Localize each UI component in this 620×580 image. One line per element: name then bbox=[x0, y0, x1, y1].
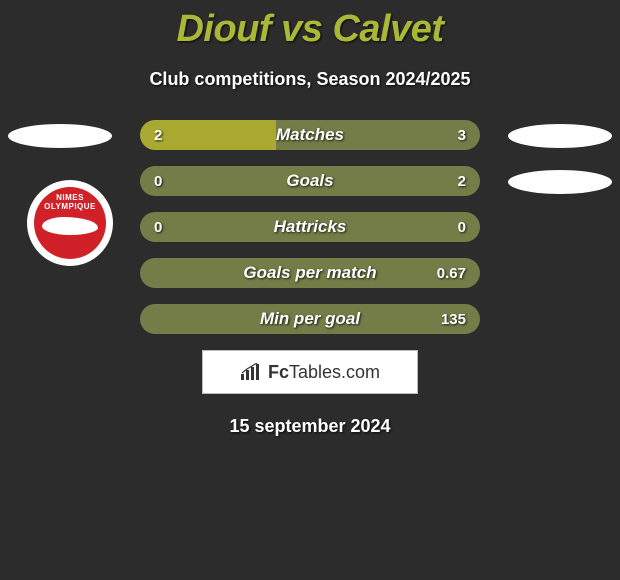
stat-bar-label: Min per goal bbox=[140, 304, 480, 334]
bar-chart-icon bbox=[240, 363, 262, 381]
crocodile-icon bbox=[42, 217, 98, 235]
infographic-container: Diouf vs Calvet Club competitions, Seaso… bbox=[0, 0, 620, 580]
player-right-placeholder bbox=[508, 124, 612, 148]
club-badge: NIMES OLYMPIQUE bbox=[27, 180, 113, 266]
stat-value-left: 0 bbox=[154, 166, 162, 196]
logo-text: FcTables.com bbox=[268, 362, 380, 383]
stat-bar-row: Hattricks0 0 bbox=[140, 212, 480, 242]
page-title: Diouf vs Calvet bbox=[0, 8, 620, 51]
club-badge-text: NIMES OLYMPIQUE bbox=[34, 193, 106, 211]
player-right-placeholder-2 bbox=[508, 170, 612, 194]
stat-bar-label: Matches bbox=[140, 120, 480, 150]
stat-bar-label: Goals per match bbox=[140, 258, 480, 288]
stat-value-right: 3 bbox=[458, 120, 466, 150]
date-text: 15 september 2024 bbox=[0, 416, 620, 437]
stat-value-right: 135 bbox=[441, 304, 466, 334]
stat-value-right: 0.67 bbox=[437, 258, 466, 288]
subtitle: Club competitions, Season 2024/2025 bbox=[0, 69, 620, 90]
stat-value-left: 2 bbox=[154, 120, 162, 150]
stat-bars: Matches23Goals02Hattricks00Goals per mat… bbox=[140, 120, 480, 334]
stat-bar-row: Min per goal135 bbox=[140, 304, 480, 334]
chart-area: NIMES OLYMPIQUE Matches23Goals02Hattrick… bbox=[0, 120, 620, 334]
player-left-placeholder bbox=[8, 124, 112, 148]
stat-value-left: 0 bbox=[154, 212, 162, 242]
stat-bar-row: Goals per match0.67 bbox=[140, 258, 480, 288]
stat-value-right: 0 bbox=[458, 212, 466, 242]
fctables-logo[interactable]: FcTables.com bbox=[202, 350, 418, 394]
stat-bar-label: Goals bbox=[140, 166, 480, 196]
stat-bar-label: Hattricks bbox=[140, 212, 480, 242]
stat-bar-row: Goals0 2 bbox=[140, 166, 480, 196]
stat-bar-row: Matches2 3 bbox=[140, 120, 480, 150]
club-badge-inner: NIMES OLYMPIQUE bbox=[34, 187, 106, 259]
stat-value-right: 2 bbox=[458, 166, 466, 196]
